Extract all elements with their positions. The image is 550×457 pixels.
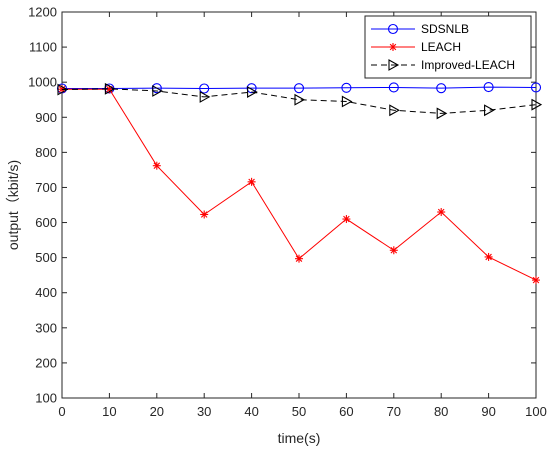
- legend-item-leach: LEACH: [371, 40, 461, 54]
- data-point-sdsnlb: [293, 83, 305, 94]
- data-point-improved-leach: [436, 107, 448, 120]
- y-tick-label: 1200: [28, 5, 57, 20]
- x-tick-label: 20: [150, 404, 164, 419]
- data-point-improved-leach: [104, 82, 116, 95]
- data-point-improved-leach: [199, 90, 211, 103]
- y-tick-label: 600: [35, 215, 57, 230]
- data-point-leach: [532, 276, 540, 285]
- data-point-improved-leach: [341, 95, 353, 108]
- legend: SDSNLB LEACH Improved-LEACH: [364, 15, 532, 79]
- x-axis-label: time(s): [278, 430, 321, 446]
- legend-label: Improved-LEACH: [421, 58, 515, 72]
- data-point-leach: [389, 246, 398, 255]
- x-tick-label: 0: [58, 404, 65, 419]
- data-point-leach: [342, 215, 351, 224]
- x-tick-label: 10: [102, 404, 116, 419]
- data-point-leach: [295, 254, 303, 263]
- x-tick-label: 40: [244, 404, 258, 419]
- y-tick-label: 900: [35, 110, 57, 125]
- series-sdsnlb: [56, 82, 542, 94]
- data-point-sdsnlb: [483, 82, 494, 93]
- legend-item-sdsnlb: SDSNLB: [371, 22, 469, 36]
- y-tick-label: 800: [35, 145, 57, 160]
- data-point-leach: [484, 252, 493, 261]
- x-tick-label: 30: [197, 404, 211, 419]
- y-axis: 100 200 300 400 500 600 700 800 900 1000 1100 1200: [28, 5, 536, 406]
- legend-label: LEACH: [421, 40, 461, 54]
- data-point-leach: [152, 161, 161, 170]
- legend-label: SDSNLB: [421, 22, 469, 36]
- data-point-sdsnlb: [341, 82, 352, 93]
- data-point-leach: [247, 177, 256, 186]
- legend-marker: [388, 59, 400, 71]
- data-point-sdsnlb: [199, 83, 210, 94]
- data-point-improved-leach: [294, 93, 306, 106]
- data-point-improved-leach: [389, 104, 400, 117]
- y-axis-label: output（kbit/s): [5, 160, 21, 250]
- legend-item-improved-leach: Improved-LEACH: [371, 58, 515, 72]
- series-leach: [58, 85, 540, 285]
- y-tick-label: 100: [35, 391, 57, 406]
- y-tick-label: 500: [35, 250, 57, 265]
- data-point-improved-leach: [484, 104, 495, 117]
- y-tick-label: 1100: [29, 40, 57, 55]
- x-tick-label: 90: [481, 404, 495, 419]
- data-point-sdsnlb: [530, 82, 542, 93]
- data-point-improved-leach: [531, 98, 543, 111]
- x-tick-label: 100: [525, 404, 547, 419]
- data-point-improved-leach: [152, 85, 163, 97]
- series-line-sdsnlb: [62, 86, 537, 89]
- data-point-sdsnlb: [436, 83, 447, 94]
- data-point-improved-leach: [247, 86, 258, 98]
- legend-marker: [387, 23, 399, 35]
- series-improved-leach: [57, 82, 543, 120]
- data-point-sdsnlb: [388, 82, 399, 93]
- y-tick-label: 200: [35, 355, 57, 370]
- y-tick-label: 700: [35, 180, 57, 195]
- data-point-leach: [200, 210, 209, 219]
- y-tick-label: 1000: [28, 75, 57, 90]
- legend-marker: [389, 43, 397, 51]
- y-tick-label: 400: [35, 285, 57, 300]
- data-point-leach: [437, 208, 446, 217]
- x-tick-label: 50: [292, 404, 306, 419]
- x-tick-label: 70: [387, 404, 401, 419]
- x-tick-label: 80: [434, 404, 448, 419]
- x-tick-label: 60: [339, 404, 353, 419]
- y-tick-label: 300: [35, 320, 57, 335]
- data-point-improved-leach: [57, 83, 69, 96]
- series-layer: [56, 82, 543, 285]
